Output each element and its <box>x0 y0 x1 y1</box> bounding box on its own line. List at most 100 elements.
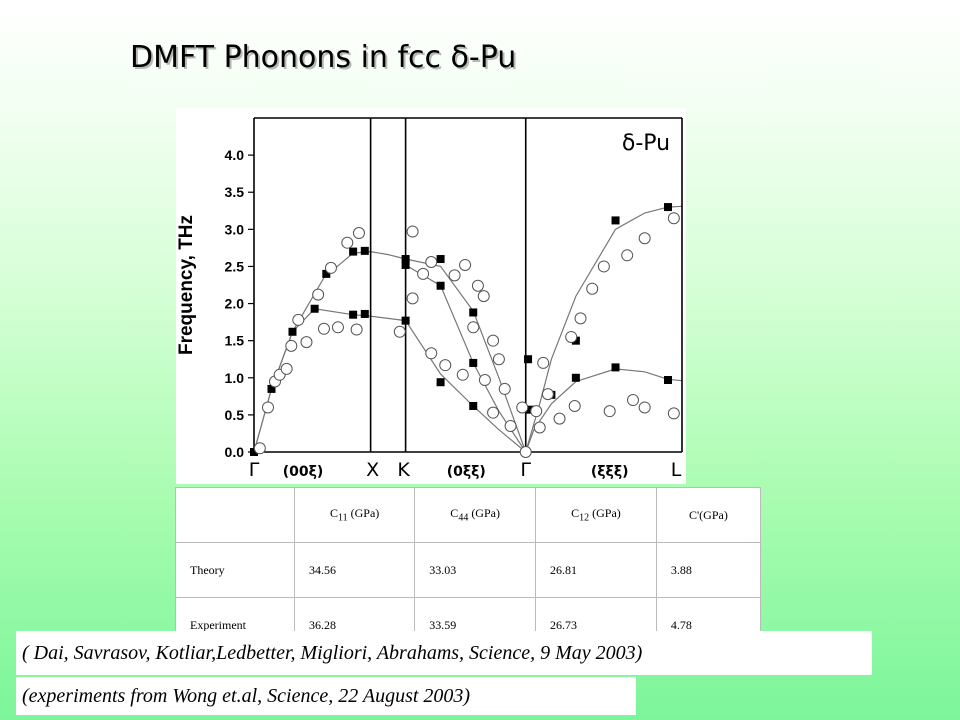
experiment-point <box>331 321 344 334</box>
experiment-point <box>519 446 532 458</box>
y-tick-label: 4.0 <box>225 147 245 163</box>
experiment-point <box>574 312 587 325</box>
y-tick-label: 0.5 <box>225 407 245 423</box>
symmetry-point-label: X <box>366 459 379 481</box>
theory-point <box>288 327 297 336</box>
table-header-c11: C11 (GPa) <box>293 487 416 543</box>
citation-primary: ( Dai, Savrasov, Kotliar,Ledbetter, Migl… <box>16 631 872 675</box>
y-tick-label: 2.0 <box>225 296 245 312</box>
direction-label: (ξξξ) <box>591 464 629 480</box>
experiment-point <box>459 258 472 271</box>
table-header-cprime: C'(GPa) <box>655 487 762 543</box>
experiment-point <box>261 401 274 414</box>
y-tick-label: 0.0 <box>225 444 245 460</box>
theory-point <box>310 304 319 313</box>
experiment-point <box>280 362 293 375</box>
experiment-point <box>568 399 581 412</box>
experiment-point <box>478 374 491 387</box>
experiment-point <box>553 412 566 425</box>
theory-point <box>349 310 358 319</box>
experiment-point <box>300 336 313 349</box>
experiment-point <box>341 236 354 249</box>
theory-point <box>664 203 673 212</box>
experiment-point <box>448 269 461 282</box>
experiment-point <box>285 339 298 352</box>
theory-point <box>322 269 331 278</box>
direction-label: (0ξξ) <box>447 464 486 480</box>
theory-point <box>469 358 478 367</box>
experiment-point <box>487 406 500 419</box>
citation-experiments: (experiments from Wong et.al, Science, 2… <box>16 677 636 715</box>
theory-point <box>611 216 620 225</box>
experiment-point <box>498 382 511 395</box>
table-header-empty <box>175 487 295 543</box>
experiment-point <box>467 321 480 334</box>
experiment-point <box>324 261 337 274</box>
experiment-point <box>456 368 469 381</box>
table-cell-c11: 34.56 <box>293 542 416 598</box>
experiment-point <box>471 279 484 292</box>
theory-point <box>526 405 535 414</box>
theory-point <box>664 376 673 385</box>
y-tick-label: 1.5 <box>225 333 245 349</box>
experiment-point <box>667 212 680 225</box>
y-tick-label: 3.5 <box>225 184 245 200</box>
experiment-point <box>317 322 330 335</box>
theory-point <box>401 255 410 264</box>
direction-label: (00ξ) <box>283 464 324 480</box>
experiment-point <box>350 323 363 336</box>
experiment-point <box>537 356 550 369</box>
table-cell-c12: 26.81 <box>535 542 657 598</box>
experiment-point <box>603 405 616 418</box>
experiment-point <box>667 407 680 420</box>
y-tick-label: 2.5 <box>225 258 245 274</box>
page-title: DMFT Phonons in fcc δ-Pu <box>130 40 517 75</box>
experiment-point <box>516 401 529 414</box>
theory-point <box>267 384 276 393</box>
theory-point <box>524 355 533 364</box>
experiment-point <box>312 288 325 301</box>
experiment-point <box>253 442 266 455</box>
symmetry-point-label: Γ <box>520 459 531 481</box>
dispersion-curve-0 <box>253 250 527 453</box>
experiment-point <box>487 334 500 347</box>
experiment-point <box>352 227 365 240</box>
experiment-point <box>393 325 406 338</box>
symmetry-point-label: Γ <box>249 459 260 481</box>
theory-point <box>250 448 258 456</box>
symmetry-point-label: K <box>397 459 410 481</box>
theory-point <box>436 378 445 387</box>
experiment-point <box>597 260 610 273</box>
experiment-point <box>417 267 430 280</box>
theory-point <box>349 247 358 256</box>
experiment-point <box>638 232 651 245</box>
experiment-point <box>541 388 554 401</box>
theory-point <box>436 255 445 264</box>
theory-point <box>469 401 478 410</box>
experiment-point <box>406 292 419 305</box>
table-header-c44: C44 (GPa) <box>414 487 537 543</box>
theory-point <box>360 309 369 318</box>
experiment-point <box>638 401 651 414</box>
table-cell-c44: 33.03 <box>414 542 537 598</box>
experiment-point <box>425 347 438 360</box>
phonon-dispersion-svg: 0.0 0.5 1.0 1.5 2.0 2.5 3.0 3.5 4.0 Frequency, TH… <box>176 117 683 481</box>
table-row: Theory 34.56 33.03 26.81 3.88 <box>175 542 762 598</box>
experiment-point <box>504 420 517 433</box>
experiment-point <box>477 290 490 303</box>
theory-point <box>401 260 410 269</box>
theory-point <box>436 281 445 290</box>
experiment-point <box>533 421 546 434</box>
experiment-point <box>565 330 578 343</box>
table-header-row: C11 (GPa) C44 (GPa) C12 (GPa) C'(GPa) <box>175 487 762 543</box>
experiment-point <box>292 313 305 326</box>
experiment-point <box>425 255 438 268</box>
theory-point <box>469 308 478 317</box>
experiment-point <box>530 405 543 418</box>
experiment-point <box>586 282 599 295</box>
experiment-point <box>627 394 640 407</box>
y-tick-label: 1.0 <box>225 370 245 386</box>
symmetry-point-label: L <box>671 459 682 481</box>
y-axis-label: Frequency, THz <box>176 215 197 355</box>
y-tick-label: 3.0 <box>225 221 245 237</box>
